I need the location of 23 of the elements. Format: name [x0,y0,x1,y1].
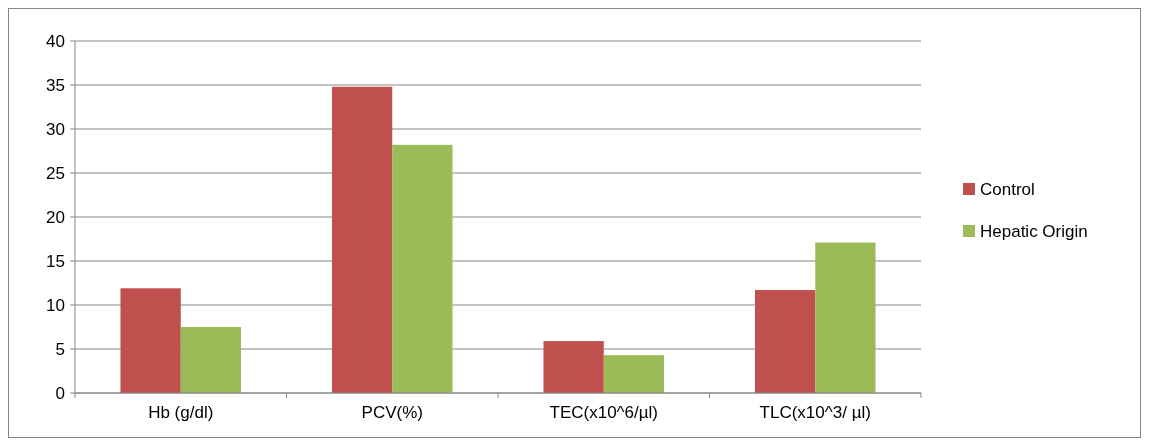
bar [815,242,876,393]
x-tick-label: PCV(%) [361,403,423,422]
legend-label: Hepatic Origin [980,221,1088,241]
y-tick-label: 5 [55,339,65,359]
bar [392,144,453,393]
y-tick-label: 25 [46,163,65,183]
bar [543,341,604,393]
bar [180,327,242,393]
bar [754,290,816,393]
bar [120,288,181,393]
y-tick-label: 30 [46,119,65,139]
y-tick-label: 20 [46,207,65,227]
bar [603,355,665,393]
y-tick-label: 10 [46,295,65,315]
legend-label: Control [980,179,1035,199]
bar [331,86,393,393]
y-tick-label: 0 [55,383,65,403]
x-tick-label: TEC(x10^6/µl) [549,403,658,422]
y-tick-label: 40 [46,31,65,51]
y-tick-label: 35 [46,75,65,95]
y-tick-label: 15 [46,251,65,271]
x-tick-label: TLC(x10^3/ µl) [759,403,871,422]
x-tick-label: Hb (g/dl) [148,403,214,422]
